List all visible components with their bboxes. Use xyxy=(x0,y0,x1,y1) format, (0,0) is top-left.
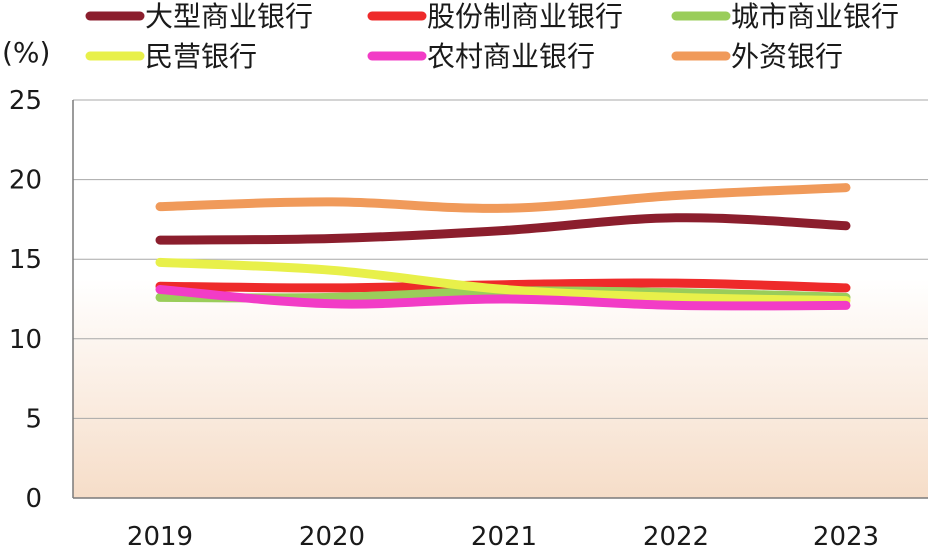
x-tick-label: 2022 xyxy=(643,522,709,548)
x-tick-label: 2021 xyxy=(471,522,537,548)
series-line-6 xyxy=(155,183,851,213)
series-line-5 xyxy=(155,284,851,311)
y-tick-label: 20 xyxy=(9,166,42,196)
x-tick-label: 2020 xyxy=(299,522,365,548)
series-line-4 xyxy=(155,257,851,306)
axes xyxy=(72,100,928,499)
x-axis-tick-labels: 2019 2020 2021 2022 2023 xyxy=(127,522,879,548)
y-tick-label: 0 xyxy=(25,484,42,514)
legend-label: 股份制商业银行 xyxy=(427,0,623,33)
legend-label: 农村商业银行 xyxy=(427,40,595,73)
y-tick-label: 10 xyxy=(9,325,42,355)
y-tick-label: 5 xyxy=(25,404,42,434)
series-lines xyxy=(155,183,851,311)
series-line-2 xyxy=(155,278,851,293)
legend-label: 大型商业银行 xyxy=(145,0,313,33)
legend-label: 城市商业银行 xyxy=(731,0,899,33)
grid xyxy=(73,99,928,419)
legend-label: 民营银行 xyxy=(145,40,257,73)
x-tick-label: 2023 xyxy=(813,522,879,548)
y-tick-label: 25 xyxy=(9,86,42,116)
y-axis-unit-label: (%) xyxy=(2,36,50,69)
y-axis-tick-labels: 0 5 10 15 20 25 xyxy=(9,86,42,514)
legend-label: 外资银行 xyxy=(731,40,843,73)
series-line-1 xyxy=(155,213,851,245)
y-tick-label: 15 xyxy=(9,245,42,275)
x-tick-label: 2019 xyxy=(127,522,193,548)
